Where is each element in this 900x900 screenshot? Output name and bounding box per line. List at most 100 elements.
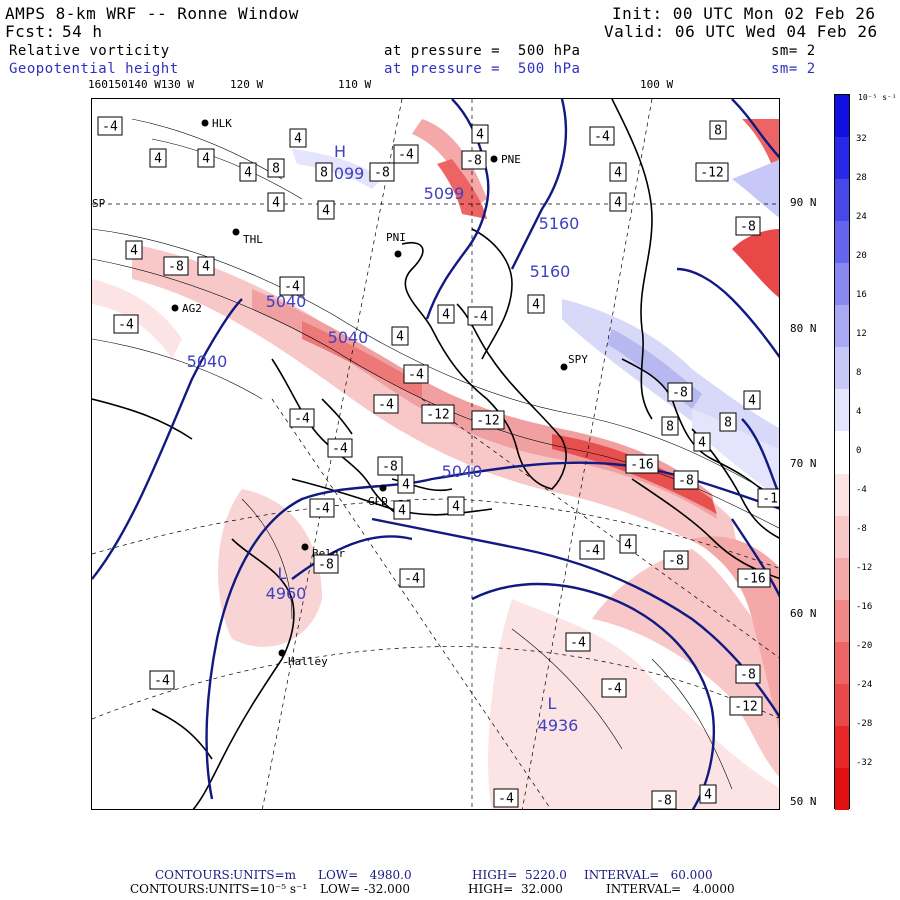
vorticity-box [743,390,761,410]
vorticity-box [279,276,305,296]
contour-label-5160-b: 5160 [530,262,571,281]
vorticity-box-label: -8 [740,668,756,683]
vorticity-box [467,306,493,326]
vorticity-box [579,540,605,560]
vorticity-box-label: 4 [452,500,460,515]
lon-label-160-130: 160150140 W130 W [88,78,194,91]
vorticity-box [737,568,771,588]
vorticity-box-label: -4 [102,120,118,135]
vorticity-box-label: 4 [130,244,138,259]
lon-label-120: 120 W [230,78,264,91]
colorbar-tick-label: 20 [856,251,867,261]
vorticity-box-label: 4 [396,330,404,345]
vorticity-box [197,256,215,276]
colorbar-tick-label: -32 [856,758,873,768]
vorticity-box-label: -12 [476,414,499,429]
vorticity-shading [92,119,779,809]
vorticity-box [315,162,333,182]
vorticity-box [289,128,307,148]
vorticity-box-label: 4 [698,436,706,451]
vorticity-box [149,670,175,690]
vorticity-box-label: -8 [678,474,694,489]
vorticity-box [309,498,335,518]
footer-low-2: LOW= -32.000 [320,882,411,896]
vorticity-box [239,162,257,182]
station-pne: PNE [501,153,521,166]
vorticity-box-label: 4 [154,152,162,167]
vorticity-box-label: 4 [442,308,450,323]
vorticity-box-label: -4 [398,148,414,163]
coastlines [92,99,779,809]
vorticity-box [667,382,693,402]
vorticity-box [589,126,615,146]
vorticity-box-label: -4 [498,792,514,807]
colorbar-segment [835,473,849,517]
vorticity-box [149,148,167,168]
vorticity-box-label: -12 [426,408,449,423]
vorticity-box-label: 8 [714,124,722,139]
colorbar-unit: 10⁻⁵ s⁻¹ [858,93,897,102]
latlon-grid [92,99,779,809]
vorticity-contours [92,118,779,790]
vorticity-box-label: -4 [314,502,330,517]
footer-units-2: UNITS=10⁻⁵ s⁻¹ [208,882,308,896]
vorticity-box-label: 4 [244,166,252,181]
colorbar-segment [835,431,849,475]
low1-value: 4960 [266,584,307,603]
colorbar-tick-label: 28 [856,173,867,183]
colorbar-tick-label: 4 [856,407,862,417]
lon-label-110: 110 W [338,78,372,91]
map-panel[interactable]: H 5099 L 4960 L 4936 5160 5160 5099 5040… [91,98,780,810]
colorbar-tick-label: -24 [856,680,873,690]
vorticity-box-label: -4 [570,636,586,651]
contour-label-5040-c: 5040 [187,352,228,371]
colorbar-segment [835,515,849,559]
vorticity-box [447,496,465,516]
vorticity-box-label: -8 [672,386,688,401]
colorbar-tick-label: -28 [856,719,873,729]
vorticity-box-label: 4 [294,132,302,147]
colorbar-segment [835,95,849,138]
field1-level: at pressure = 500 hPa [384,43,581,59]
vorticity-box [267,158,285,178]
lat-label-90: 90 N [790,196,817,209]
field2-smoothing: sm= 2 [771,61,816,77]
vorticity-box-label: -4 [378,398,394,413]
vorticity-box [471,410,505,430]
vorticity-box [403,364,429,384]
vorticity-box [695,162,729,182]
vorticity-box [421,404,455,424]
vorticity-box [267,192,285,212]
field1-smoothing: sm= 2 [771,43,816,59]
vorticity-box [437,304,455,324]
vorticity-box [391,326,409,346]
vorticity-box [313,554,339,574]
vorticity-box [327,438,353,458]
vorticity-box [493,788,519,808]
footer-interval-2: INTERVAL= 4.0000 [606,882,735,896]
vorticity-box [609,162,627,182]
vorticity-box-label: -4 [404,572,420,587]
contour-label-5160-a: 5160 [539,214,580,233]
high-value: 5099 [324,164,365,183]
colorbar-segment [835,347,849,390]
colorbar-segment [835,599,849,643]
vorticity-box-label: -4 [594,130,610,145]
lon-label-100: 100 W [640,78,674,91]
init-time: Init: 00 UTC Mon 02 Feb 26 [612,4,876,23]
vorticity-box-label: -12 [700,166,723,181]
contour-label-5099: 5099 [424,184,465,203]
colorbar-tick-label: -4 [856,485,867,495]
colorbar-segment [835,221,849,264]
vorticity-box-label: -16 [742,572,765,587]
vorticity-box-label: 4 [272,196,280,211]
vorticity-box-label: 4 [202,152,210,167]
contour-label-5040-b: 5040 [328,328,369,347]
colorbar-tick-label: 12 [856,329,867,339]
vorticity-box-label: -8 [466,154,482,169]
field2-level: at pressure = 500 hPa [384,61,581,77]
colorbar-segment [835,137,849,180]
low2-letter: L [548,694,557,713]
vorticity-box [393,500,411,520]
